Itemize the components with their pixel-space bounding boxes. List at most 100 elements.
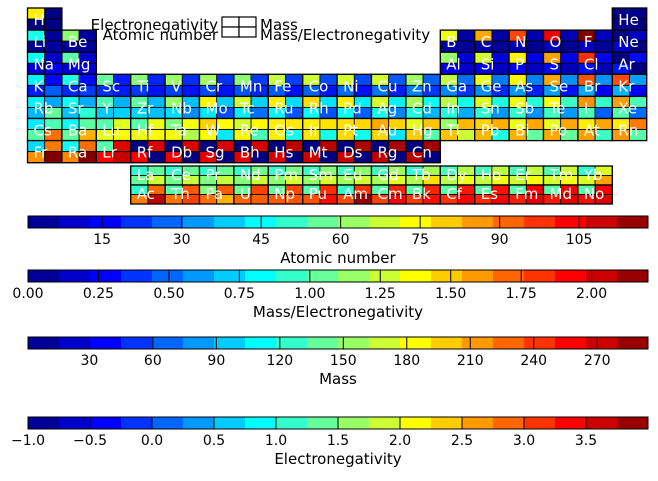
element-symbol: Al <box>446 55 460 73</box>
element-symbol: Ds <box>343 144 363 162</box>
colorbar-tick-label: 90 <box>207 353 225 369</box>
cell-quadrant-mass <box>594 29 613 42</box>
element-cell-re: Re <box>233 117 269 142</box>
element-symbol: Nd <box>240 166 261 184</box>
element-symbol: Na <box>34 55 54 73</box>
colorbar-segment <box>183 417 215 429</box>
element-symbol: Tl <box>445 122 459 140</box>
element-symbol: Rf <box>137 144 153 162</box>
colorbar-tick-label: 2.0 <box>389 433 411 449</box>
cell-quadrant-ratio <box>594 107 613 119</box>
element-symbol: Gd <box>378 166 399 184</box>
element-symbol: Ce <box>171 166 191 184</box>
element-cell-s: S <box>542 51 579 75</box>
colorbar-segment <box>214 216 246 228</box>
colorbar-segment <box>493 270 525 282</box>
colorbar-segment <box>28 417 60 429</box>
element-symbol: Rn <box>618 122 638 140</box>
element-cell-ce: Ce <box>164 165 201 186</box>
colorbar-segment <box>493 337 525 349</box>
element-symbol: Zn <box>412 77 432 95</box>
colorbar-segment <box>307 337 339 349</box>
element-symbol: C <box>481 33 491 51</box>
cell-quadrant-ratio <box>44 151 63 164</box>
element-symbol: Eu <box>343 166 362 184</box>
colorbar-segment <box>617 216 649 228</box>
element-cell-p: P <box>508 51 545 75</box>
element-symbol: Mg <box>68 55 90 73</box>
colorbar-z: 15 30 45 60 75 90 105 Atomic number <box>27 215 649 267</box>
element-symbol: Co <box>309 77 329 95</box>
element-symbol: H <box>34 11 45 29</box>
colorbar-tick-label: 15 <box>93 232 111 248</box>
cell-quadrant-ratio <box>44 40 63 53</box>
cell-quadrant-mass <box>560 29 579 42</box>
element-symbol: Pb <box>481 122 500 140</box>
element-cell-ac: Ac <box>130 184 166 205</box>
colorbar-segment <box>431 417 463 429</box>
colorbar-segment <box>617 337 649 349</box>
element-cell-b: B <box>439 29 476 53</box>
element-cell-zr: Zr <box>130 95 166 120</box>
element-cell-hg: Hg <box>405 117 441 142</box>
element-symbol: Pm <box>274 166 298 184</box>
colorbar-tick-label: 240 <box>520 353 547 369</box>
element-symbol: Ca <box>68 77 88 95</box>
element-symbol: Xe <box>618 100 637 118</box>
element-symbol: U <box>240 185 251 203</box>
colorbar-segment <box>431 337 463 349</box>
element-symbol: Rg <box>378 144 398 162</box>
element-cell-db: Db <box>164 139 201 164</box>
element-symbol: Te <box>549 100 566 118</box>
colorbar-segment <box>493 216 525 228</box>
element-cell-sc: Sc <box>95 73 132 98</box>
colorbar-segment <box>90 337 122 349</box>
element-symbol: Be <box>68 33 88 51</box>
element-cell-sn: Sn <box>474 95 510 120</box>
colorbar-segment <box>59 337 91 349</box>
element-symbol: Br <box>584 77 601 95</box>
colorbar-tick-label: 2.00 <box>576 286 607 302</box>
element-symbol: Cs <box>34 122 52 140</box>
colorbar-segment <box>617 270 649 282</box>
element-cell-hf: Hf <box>130 117 166 142</box>
cell-quadrant-ratio <box>560 40 579 53</box>
colorbar-segment <box>59 270 91 282</box>
element-symbol: Cu <box>378 77 398 95</box>
element-symbol: Lu <box>102 122 120 140</box>
element-symbol: Dy <box>446 166 467 184</box>
colorbar-segment <box>338 270 370 282</box>
colorbar-segment <box>338 417 370 429</box>
colorbar-segment <box>462 270 494 282</box>
colorbar-segment <box>90 417 122 429</box>
element-cell-lr: Lr <box>95 139 132 164</box>
element-cell-ag: Ag <box>370 95 407 120</box>
element-symbol: Np <box>274 185 295 203</box>
element-symbol: Ti <box>136 77 150 95</box>
element-cell-h: H <box>26 7 63 31</box>
colorbar-segment <box>524 337 556 349</box>
colorbar-segment <box>555 417 587 429</box>
element-symbol: Ar <box>618 55 635 73</box>
element-symbol: Er <box>515 166 531 184</box>
element-symbol: Ru <box>274 100 293 118</box>
colorbar-segment <box>586 417 618 429</box>
element-cell-cd: Cd <box>405 95 441 120</box>
colorbar-segment <box>152 417 184 429</box>
element-cell-cr: Cr <box>198 73 235 98</box>
colorbar-segment <box>276 417 308 429</box>
element-cell-ti: Ti <box>130 73 166 98</box>
colorbar-label: Mass/Electronegativity <box>253 303 423 321</box>
element-symbol: Lr <box>102 144 117 162</box>
element-symbol: K <box>34 77 45 95</box>
colorbar-tick-label: 2.5 <box>451 433 473 449</box>
colorbar-segment <box>121 417 153 429</box>
element-symbol: P <box>515 55 524 73</box>
element-cell-f: F <box>577 29 613 53</box>
element-symbol: He <box>618 11 639 29</box>
element-cell-na: Na <box>26 51 63 75</box>
element-cell-li: Li <box>26 29 63 53</box>
element-symbol: Nb <box>171 100 192 118</box>
element-symbol: Fe <box>274 77 291 95</box>
colorbar-segment <box>28 216 60 228</box>
